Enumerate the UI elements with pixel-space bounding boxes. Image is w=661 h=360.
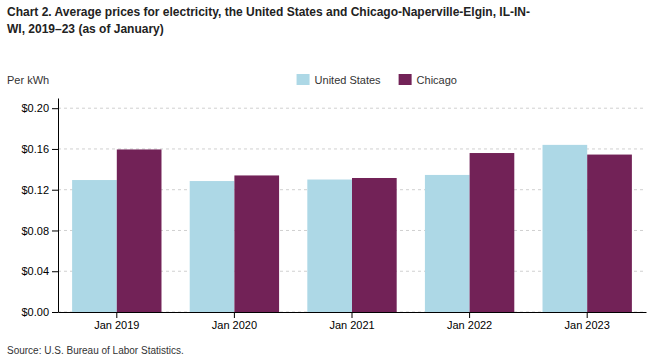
bar <box>470 153 515 312</box>
bar <box>117 149 162 312</box>
x-tick-mark <box>234 312 235 318</box>
chart: Chart 2. Average prices for electricity,… <box>0 0 661 360</box>
legend-item: United States <box>297 74 382 86</box>
bar <box>307 180 352 312</box>
title-line: WI, 2019–23 (as of January) <box>7 22 164 36</box>
bar <box>234 175 279 312</box>
bar-series <box>117 149 632 312</box>
legend: United States Chicago <box>297 74 457 86</box>
bar-series <box>72 145 587 312</box>
legend-label: Chicago <box>417 74 457 86</box>
title: Chart 2. Average prices for electricity,… <box>7 5 530 36</box>
x-tick-mark <box>352 312 353 318</box>
y-label: Per kWh <box>7 74 49 86</box>
y-tick-mark <box>52 312 58 313</box>
x-tick: Jan 2020 <box>212 312 257 331</box>
y-axis: $0.00 $0.04 $0.08 $0.12 $0.16 $0.20 <box>21 99 58 319</box>
y-tick-label: $0.04 <box>21 265 49 277</box>
legend-item: Chicago <box>399 74 457 86</box>
bar <box>587 155 632 312</box>
y-tick: $0.16 <box>21 143 58 155</box>
y-tick-label: $0.12 <box>21 184 49 196</box>
bars <box>72 145 632 312</box>
x-tick-mark <box>116 312 117 318</box>
y-tick-mark <box>52 149 58 150</box>
title-line: Chart 2. Average prices for electricity,… <box>7 5 530 19</box>
grid-line <box>58 108 646 109</box>
source: Source: U.S. Bureau of Labor Statistics. <box>7 345 184 356</box>
y-tick-label: $0.20 <box>21 102 49 114</box>
bar <box>543 145 588 312</box>
x-tick-label: Jan 2020 <box>212 319 257 331</box>
y-axis-line <box>58 99 59 313</box>
y-tick-label: $0.08 <box>21 224 49 236</box>
legend-label: United States <box>315 74 382 86</box>
grid <box>58 108 646 312</box>
y-tick-mark <box>52 190 58 191</box>
bar <box>72 180 117 312</box>
x-tick-label: Jan 2022 <box>447 319 492 331</box>
plot: $0.00$0.04$0.08$0.12$0.16$0.20Jan 2019Ja… <box>21 99 646 331</box>
y-tick: $0.20 <box>21 102 58 114</box>
x-tick: Jan 2021 <box>329 312 374 331</box>
x-tick-label: Jan 2023 <box>565 319 610 331</box>
y-tick-label: $0.00 <box>21 306 49 318</box>
y-tick-mark <box>52 230 58 231</box>
legend-swatch <box>297 74 310 85</box>
y-tick: $0.08 <box>21 224 58 236</box>
x-tick-label: Jan 2019 <box>94 319 139 331</box>
bar <box>352 178 397 312</box>
x-tick-label: Jan 2021 <box>329 319 374 331</box>
y-tick: $0.12 <box>21 184 58 196</box>
bar <box>190 181 235 312</box>
x-axis: Jan 2019 Jan 2020 Jan 2021 Jan 2022 Jan 2023 <box>59 312 647 331</box>
y-tick: $0.00 <box>21 306 58 318</box>
x-tick-mark <box>587 312 588 318</box>
legend-swatch <box>399 74 412 85</box>
x-tick: Jan 2022 <box>447 312 492 331</box>
bar <box>425 175 470 312</box>
y-tick-mark <box>52 271 58 272</box>
y-tick-label: $0.16 <box>21 143 49 155</box>
x-tick: Jan 2019 <box>94 312 139 331</box>
y-tick: $0.04 <box>21 265 58 277</box>
x-tick-mark <box>469 312 470 318</box>
y-tick-mark <box>52 108 58 109</box>
x-tick: Jan 2023 <box>565 312 610 331</box>
